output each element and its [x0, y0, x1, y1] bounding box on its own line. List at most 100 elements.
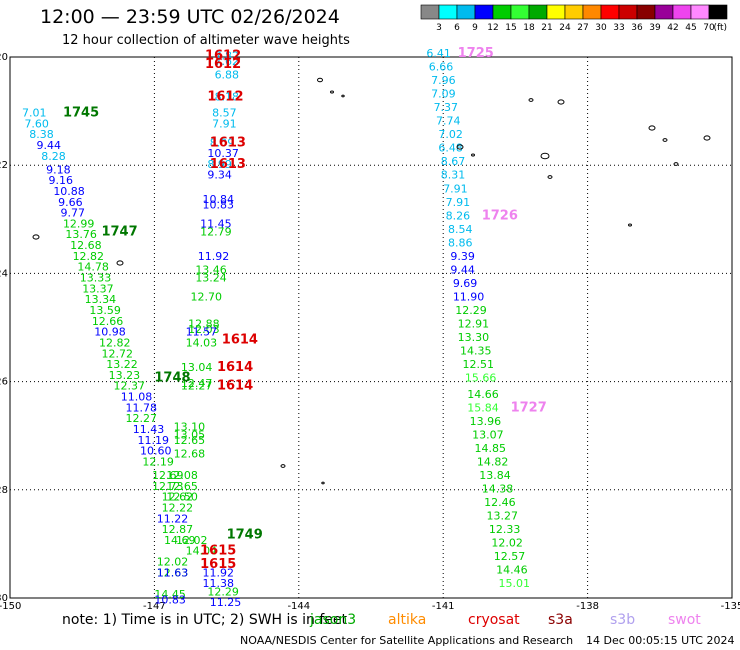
- swh-value-label: 13.33: [80, 272, 112, 285]
- island-outline: [703, 135, 711, 141]
- swh-value-label: 10.98: [94, 326, 126, 339]
- swh-value-label: 8.67: [441, 155, 466, 168]
- pass-time-label: 1749: [227, 527, 263, 542]
- swh-value-label: 7.82: [215, 50, 240, 63]
- swh-value-label: 11.92: [203, 566, 235, 579]
- swh-value-label: 12.03: [188, 323, 220, 336]
- swh-value-label: 8.09: [210, 136, 235, 149]
- swh-value-label: 12.47: [181, 377, 213, 390]
- swh-value-label: 10.83: [154, 593, 186, 606]
- swh-value-label: 13.22: [106, 358, 137, 371]
- swh-value-label: 7.62: [215, 55, 240, 68]
- y-tick-label: -22: [0, 160, 8, 171]
- swh-value-label: 12.46: [484, 496, 516, 509]
- swh-value-label: 8.38: [29, 128, 54, 141]
- pass-time-label: 1612: [207, 89, 243, 104]
- colorbar-swatch: [672, 4, 692, 20]
- swh-value-label: 11.43: [133, 423, 165, 436]
- swh-value-label: 9.18: [46, 163, 71, 176]
- swh-value-label: 10.83: [203, 198, 235, 211]
- credit-line: NOAA/NESDIS Center for Satellite Applica…: [240, 634, 574, 647]
- x-tick-label: -138: [576, 601, 599, 612]
- pass-time-label: 1613: [210, 157, 246, 172]
- colorbar-label: 18: [523, 23, 535, 33]
- island-outline: [32, 234, 40, 240]
- swh-value-label: 13.24: [195, 272, 227, 285]
- swh-value-label: 14.38: [482, 483, 514, 496]
- swh-value-label: 12.29: [455, 304, 487, 317]
- swh-value-label: 14.46: [496, 564, 528, 577]
- swh-value-label: 9.34: [207, 169, 232, 182]
- generation-timestamp: 14 Dec 00:05:15 UTC 2024: [586, 634, 735, 647]
- swh-value-label: 13.84: [479, 469, 511, 482]
- swh-value-label: 12.68: [174, 447, 206, 460]
- y-tick-label: -20: [0, 52, 8, 63]
- pass-time-label: 1612: [205, 49, 241, 64]
- swh-value-label: 7.02: [438, 128, 463, 141]
- swh-value-label: 13.27: [487, 510, 519, 523]
- swh-value-label: 13.76: [65, 228, 97, 241]
- pass-time-label: 1613: [210, 135, 246, 150]
- x-tick-label: -147: [143, 601, 166, 612]
- swh-value-label: 12.29: [207, 585, 239, 598]
- island-outline: [648, 125, 656, 131]
- swh-value-label: 7.74: [436, 115, 461, 128]
- plot-frame: [9, 56, 733, 599]
- pass-time-label: 1615: [200, 557, 236, 572]
- colorbar-label: 33: [613, 23, 624, 33]
- island-outline: [456, 144, 464, 150]
- swh-value-label: 12.19: [142, 455, 174, 468]
- swh-value-label: 10.84: [203, 193, 235, 206]
- swh-value-label: 11.90: [453, 290, 485, 303]
- island-outline: [673, 162, 679, 166]
- island-outline: [557, 99, 565, 105]
- colorbar-swatch: [528, 4, 548, 20]
- legend-sat-0: jason3: [310, 612, 357, 628]
- island-outline: [280, 464, 286, 468]
- swh-value-label: 11.78: [126, 401, 157, 414]
- swh-value-label: 14.45: [154, 588, 186, 601]
- colorbar-label: 6: [454, 23, 460, 33]
- swh-value-label: 9.16: [49, 174, 74, 187]
- swh-value-label: 12.65: [166, 480, 198, 493]
- swh-value-label: 10.60: [140, 445, 172, 458]
- swh-value-label: 6.41: [426, 47, 451, 60]
- colorbar-label: 12: [487, 23, 498, 33]
- swh-value-label: 13.37: [82, 282, 114, 295]
- swh-value-label: 13.46: [195, 263, 227, 276]
- colorbar-swatch: [438, 4, 458, 20]
- colorbar-label: 45: [685, 23, 696, 33]
- swh-value-label: 12.68: [70, 239, 102, 252]
- swh-value-label: 9.77: [61, 207, 86, 220]
- swh-value-label: 12.70: [191, 290, 223, 303]
- swh-value-label: 7.60: [24, 117, 49, 130]
- swh-value-label: 8.31: [441, 169, 466, 182]
- x-tick-label: -141: [432, 601, 455, 612]
- swh-value-label: 13.10: [174, 420, 206, 433]
- island-outline: [317, 77, 323, 83]
- swh-value-label: 14.04: [186, 545, 218, 558]
- colorbar-label: 42: [667, 23, 678, 33]
- swh-value-label: 13.59: [89, 304, 121, 317]
- swh-value-label: 7.91: [212, 117, 237, 130]
- colorbar-unit: (ft): [713, 23, 727, 33]
- swh-value-label: 7.01: [22, 107, 47, 120]
- colorbar-swatch: [690, 4, 710, 20]
- legend-sat-2: cryosat: [468, 612, 520, 628]
- swh-value-label: 6.48: [438, 142, 463, 155]
- swh-value-label: 12.99: [63, 217, 95, 230]
- colorbar-label: 9: [472, 23, 478, 33]
- colorbar-label: 21: [541, 23, 552, 33]
- swh-value-label: 12.02: [176, 534, 208, 547]
- colorbar-label: 15: [505, 23, 516, 33]
- colorbar-swatch: [636, 4, 656, 20]
- footnote: note: 1) Time is in UTC; 2) SWH is in fe…: [62, 612, 348, 628]
- swh-value-label: 9.66: [58, 196, 82, 209]
- swh-value-label: 11.22: [157, 512, 189, 525]
- island-outline: [116, 260, 124, 266]
- swh-value-label: 12.82: [73, 250, 105, 263]
- swh-value-label: 11.19: [138, 434, 170, 447]
- pass-time-label: 1614: [217, 360, 253, 375]
- island-outline: [321, 481, 325, 485]
- colorbar-label: 24: [559, 23, 571, 33]
